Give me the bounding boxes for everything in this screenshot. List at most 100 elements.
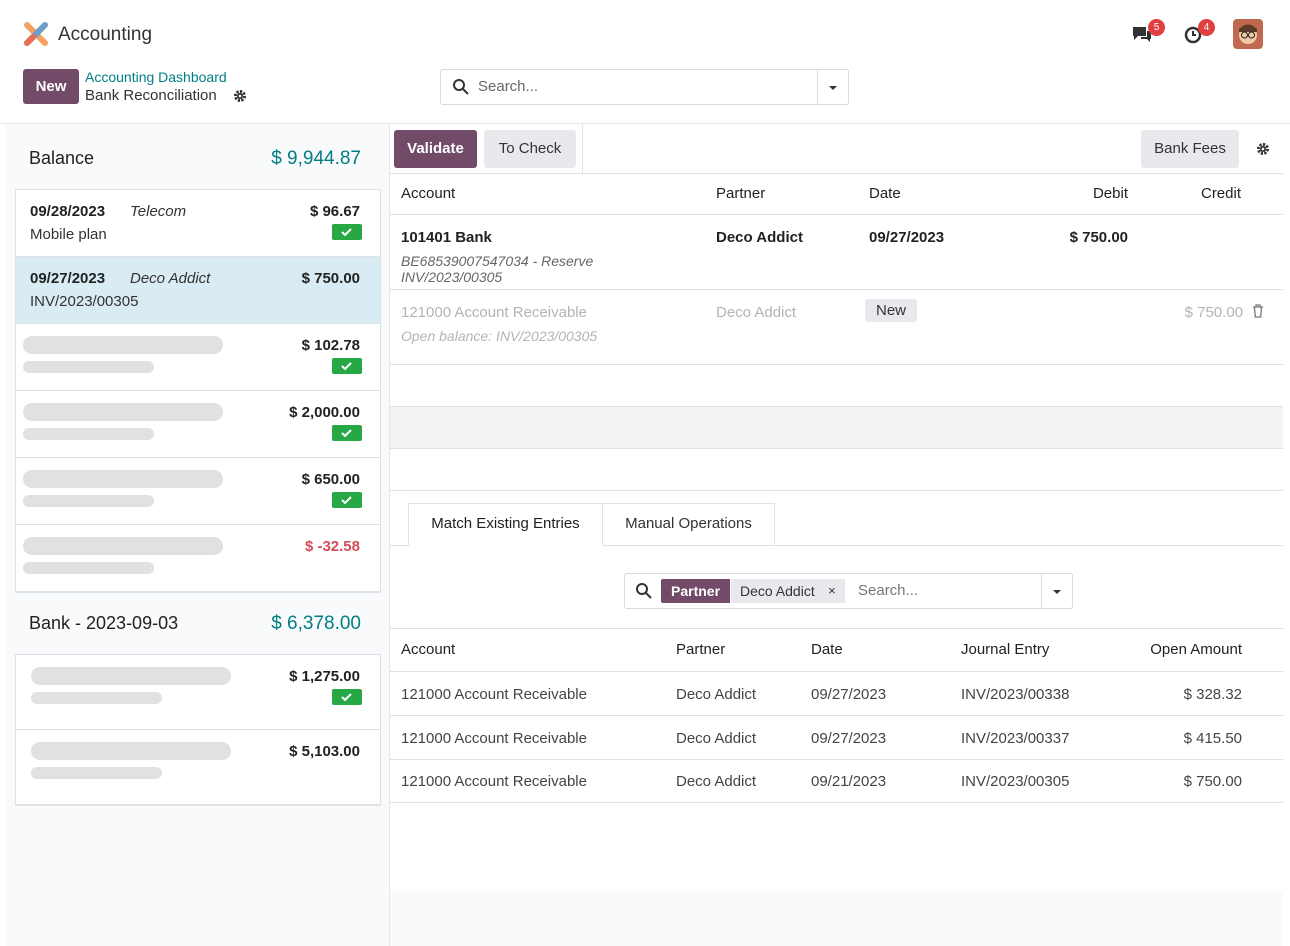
facet-value: Deco Addict × — [731, 579, 845, 603]
line-amount: $ 96.67 — [309, 203, 360, 220]
placeholder-bar — [23, 495, 154, 507]
entry-cell: $ 328.32 — [1183, 686, 1242, 703]
check-icon — [341, 429, 352, 438]
line-date: 09/27/2023 — [869, 229, 945, 246]
search-box[interactable]: Search... — [440, 69, 849, 105]
activities-icon[interactable] — [1183, 24, 1203, 44]
line-credit: $ 750.00 — [1184, 304, 1243, 321]
tab[interactable]: Manual Operations — [603, 503, 775, 546]
placeholder-bar — [23, 403, 223, 421]
column-header: Journal Entry — [961, 641, 1050, 658]
statement-line[interactable]: $ 102.78 — [16, 324, 380, 391]
statement-line[interactable]: 09/28/2023 Telecom Mobile plan $ 96.67 — [16, 190, 380, 257]
user-avatar[interactable] — [1233, 19, 1263, 49]
facet-remove[interactable]: × — [828, 583, 836, 598]
toolbar-divider — [582, 124, 583, 173]
entry-cell: 09/27/2023 — [811, 729, 887, 747]
caret — [829, 86, 837, 90]
entry-cell: $ 415.50 — [1183, 729, 1242, 747]
check-icon — [341, 228, 352, 237]
to-check-button[interactable]: To Check — [484, 130, 576, 168]
entry-cell: 121000 Account Receivable — [401, 773, 587, 790]
line-amount: $ 750.00 — [301, 270, 360, 287]
placeholder-bar — [31, 742, 231, 760]
column-header: Credit — [1200, 185, 1241, 202]
statement-line[interactable]: $ 5,103.00 — [16, 730, 380, 805]
separator — [0, 123, 1290, 124]
statement-line[interactable]: $ 1,275.00 — [16, 655, 380, 730]
message-count: 5 — [1148, 19, 1165, 36]
statement-line[interactable]: 09/27/2023 Deco Addict INV/2023/00305 $ 750… — [16, 257, 380, 324]
check-icon — [341, 693, 352, 702]
entry-row[interactable] — [390, 672, 1283, 716]
search-toggle[interactable] — [817, 70, 848, 104]
new-button[interactable]: New — [23, 69, 79, 104]
entry-line[interactable] — [390, 290, 1283, 365]
trash — [1253, 304, 1263, 318]
empty-row — [390, 365, 1283, 407]
line-account: 121000 Account Receivable — [401, 304, 587, 321]
filter-placeholder: Search... — [858, 582, 919, 599]
empty-area — [390, 803, 1283, 891]
bank-fees-button[interactable]: Bank Fees — [1141, 130, 1239, 168]
column-header: Account — [401, 185, 456, 202]
placeholder-bar — [31, 692, 162, 704]
statement-line[interactable]: $ -32.58 — [16, 525, 380, 592]
entry-line[interactable] — [390, 215, 1283, 290]
line-label: INV/2023/00305 — [30, 293, 139, 310]
statement-line[interactable]: $ 650.00 — [16, 458, 380, 525]
line-partner: Deco Addict — [130, 270, 211, 287]
line-amount: $ 5,103.00 — [289, 743, 360, 760]
empty-row — [390, 449, 1283, 491]
app-name: Accounting — [58, 24, 153, 45]
entry-cell: INV/2023/00338 — [961, 686, 1070, 703]
line-label: Mobile plan — [30, 226, 107, 243]
reconciled-badge — [332, 425, 362, 441]
validate-button[interactable]: Validate — [394, 130, 477, 168]
entry-cell: INV/2023/00305 — [961, 773, 1070, 790]
placeholder-bar — [23, 361, 154, 373]
check-icon — [341, 496, 352, 505]
entry-cell: Deco Addict — [676, 773, 757, 790]
placeholder-bar — [31, 667, 231, 685]
header-row — [390, 173, 1283, 215]
breadcrumb-current: Bank Reconciliation — [85, 87, 217, 104]
messages-icon[interactable] — [1131, 24, 1153, 44]
delete-icon[interactable] — [1252, 304, 1264, 318]
breadcrumb-link[interactable]: Accounting Dashboard — [85, 69, 227, 85]
empty-row — [390, 407, 1283, 449]
reconciled-badge — [332, 224, 362, 240]
statements-panel: Balance $ 9,944.87 09/28/2023 Telecom Mobile… — [5, 124, 390, 946]
footer-area — [390, 891, 1283, 946]
caret — [1053, 590, 1061, 594]
entry-row[interactable] — [390, 716, 1283, 760]
settings-icon[interactable] — [233, 89, 247, 103]
placeholder-bar — [23, 537, 223, 555]
entry-cell: 09/27/2023 — [811, 686, 887, 703]
line-status-badge: New — [865, 299, 918, 322]
placeholder-bar — [23, 470, 223, 488]
search-toggle[interactable] — [1041, 574, 1072, 608]
line-partner: Telecom — [130, 203, 187, 220]
line-amount: $ 1,275.00 — [289, 668, 360, 685]
app-logo — [24, 22, 48, 46]
filter-search-box[interactable]: Partner Deco Addict × Search... — [624, 573, 1073, 609]
reconciled-badge — [332, 358, 362, 374]
statement-title: Balance — [29, 148, 95, 168]
line-account: 101401 Bank — [401, 229, 492, 246]
placeholder-bar — [23, 562, 154, 574]
entry-cell: 121000 Account Receivable — [401, 729, 587, 747]
settings-icon[interactable] — [1256, 142, 1270, 156]
entry-row[interactable] — [390, 759, 1283, 803]
activity-count: 4 — [1198, 19, 1215, 36]
entries-header — [390, 628, 1283, 672]
tab-active[interactable]: Match Existing Entries — [408, 503, 603, 546]
check-icon — [341, 362, 352, 371]
entry-cell: Deco Addict — [676, 686, 757, 703]
entry-cell: INV/2023/00337 — [961, 729, 1070, 747]
reconcile-panel: Validate To Check Bank Fees Account Partner D… — [390, 124, 1283, 946]
line-debit: $ 750.00 — [1069, 229, 1128, 246]
statement-balance: $ 6,378.00 — [271, 613, 361, 634]
statement-line[interactable]: $ 2,000.00 — [16, 391, 380, 458]
